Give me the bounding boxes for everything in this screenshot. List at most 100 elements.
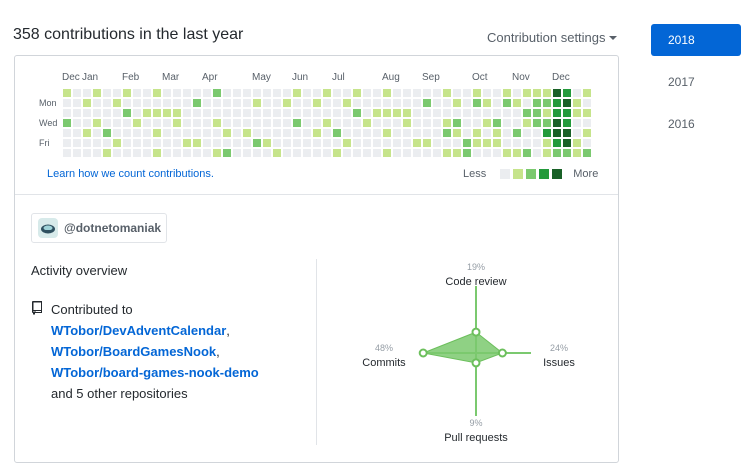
contribution-day [563, 129, 571, 137]
contribution-day [193, 139, 201, 147]
contribution-day [183, 99, 191, 107]
contribution-day [533, 149, 541, 157]
contribution-day [133, 99, 141, 107]
contribution-day [373, 89, 381, 97]
contribution-day [313, 149, 321, 157]
contribution-settings-label: Contribution settings [487, 30, 606, 45]
contribution-day [533, 129, 541, 137]
legend-swatch [539, 169, 550, 179]
contribution-day [403, 119, 411, 127]
repo-link[interactable]: WTobor/DevAdventCalendar [51, 323, 227, 338]
contribution-day [213, 109, 221, 117]
contribution-day [63, 109, 71, 117]
section-divider [15, 194, 618, 195]
contribution-day [383, 129, 391, 137]
contribution-day [273, 149, 281, 157]
contribution-day [303, 149, 311, 157]
weekday-label: Mon [39, 98, 57, 108]
contribution-day [263, 99, 271, 107]
contribution-day [423, 129, 431, 137]
contribution-day [123, 99, 131, 107]
contribution-day [223, 119, 231, 127]
contribution-day [453, 139, 461, 147]
contribution-day [333, 139, 341, 147]
issues-percent: 24% [550, 343, 568, 353]
contribution-day [483, 129, 491, 137]
contribution-day [303, 89, 311, 97]
contribution-day [113, 119, 121, 127]
contribution-day [463, 119, 471, 127]
contribution-day [493, 99, 501, 107]
contribution-day [303, 139, 311, 147]
contribution-day [263, 89, 271, 97]
contribution-day [153, 109, 161, 117]
contribution-day [333, 99, 341, 107]
contribution-day [413, 109, 421, 117]
contribution-day [143, 139, 151, 147]
contribution-day [243, 119, 251, 127]
contribution-day [483, 119, 491, 127]
contribution-settings-dropdown[interactable]: Contribution settings [487, 30, 617, 45]
contribution-day [273, 89, 281, 97]
contribution-day [313, 109, 321, 117]
contribution-day [393, 109, 401, 117]
contribution-day [73, 99, 81, 107]
contribution-day [443, 129, 451, 137]
contribution-day [273, 109, 281, 117]
contribution-day [303, 129, 311, 137]
contribution-day [133, 119, 141, 127]
contribution-day [553, 89, 561, 97]
organization-filter-button[interactable]: @dotnetomaniak [31, 213, 167, 243]
contribution-day [383, 149, 391, 157]
repo-link[interactable]: WTobor/BoardGamesNook [51, 344, 217, 359]
contribution-day [513, 119, 521, 127]
contribution-day [193, 109, 201, 117]
contribution-day [363, 149, 371, 157]
contribution-day [173, 89, 181, 97]
contribution-day [133, 109, 141, 117]
contribution-day [73, 139, 81, 147]
contribution-day [133, 149, 141, 157]
contribution-day [203, 129, 211, 137]
contribution-day [313, 119, 321, 127]
contribution-day [263, 119, 271, 127]
month-label: Oct [472, 72, 488, 83]
contribution-day [493, 149, 501, 157]
contribution-day [163, 129, 171, 137]
contribution-day [103, 99, 111, 107]
repo-link[interactable]: WTobor/board-games-nook-demo [51, 365, 259, 380]
contribution-day [463, 139, 471, 147]
contribution-day [133, 129, 141, 137]
contribution-day [173, 129, 181, 137]
contribution-day [383, 119, 391, 127]
radar-point-code-review [471, 327, 481, 337]
contribution-day [233, 109, 241, 117]
contribution-day [543, 99, 551, 107]
contribution-day [553, 149, 561, 157]
contribution-day [573, 149, 581, 157]
contribution-day [373, 139, 381, 147]
contribution-day [413, 129, 421, 137]
contribution-day [293, 119, 301, 127]
contribution-day [363, 119, 371, 127]
learn-how-we-count-link[interactable]: Learn how we count contributions. [47, 168, 214, 180]
contribution-day [573, 89, 581, 97]
contribution-day [233, 149, 241, 157]
contribution-day [503, 99, 511, 107]
contribution-day [583, 99, 591, 107]
contribution-day [353, 109, 361, 117]
year-link-2017[interactable]: 2017 [668, 75, 695, 89]
year-link-2018[interactable]: 2018 [651, 24, 741, 56]
contribution-day [433, 89, 441, 97]
contribution-day [343, 149, 351, 157]
year-link-2016[interactable]: 2016 [668, 117, 695, 131]
contribution-day [203, 149, 211, 157]
month-label: Jan [82, 72, 99, 83]
contribution-day [393, 139, 401, 147]
legend-more-label: More [573, 168, 599, 180]
contribution-day [103, 129, 111, 137]
contribution-day [383, 89, 391, 97]
contribution-day [573, 139, 581, 147]
contribution-day [253, 89, 261, 97]
contribution-day [323, 149, 331, 157]
